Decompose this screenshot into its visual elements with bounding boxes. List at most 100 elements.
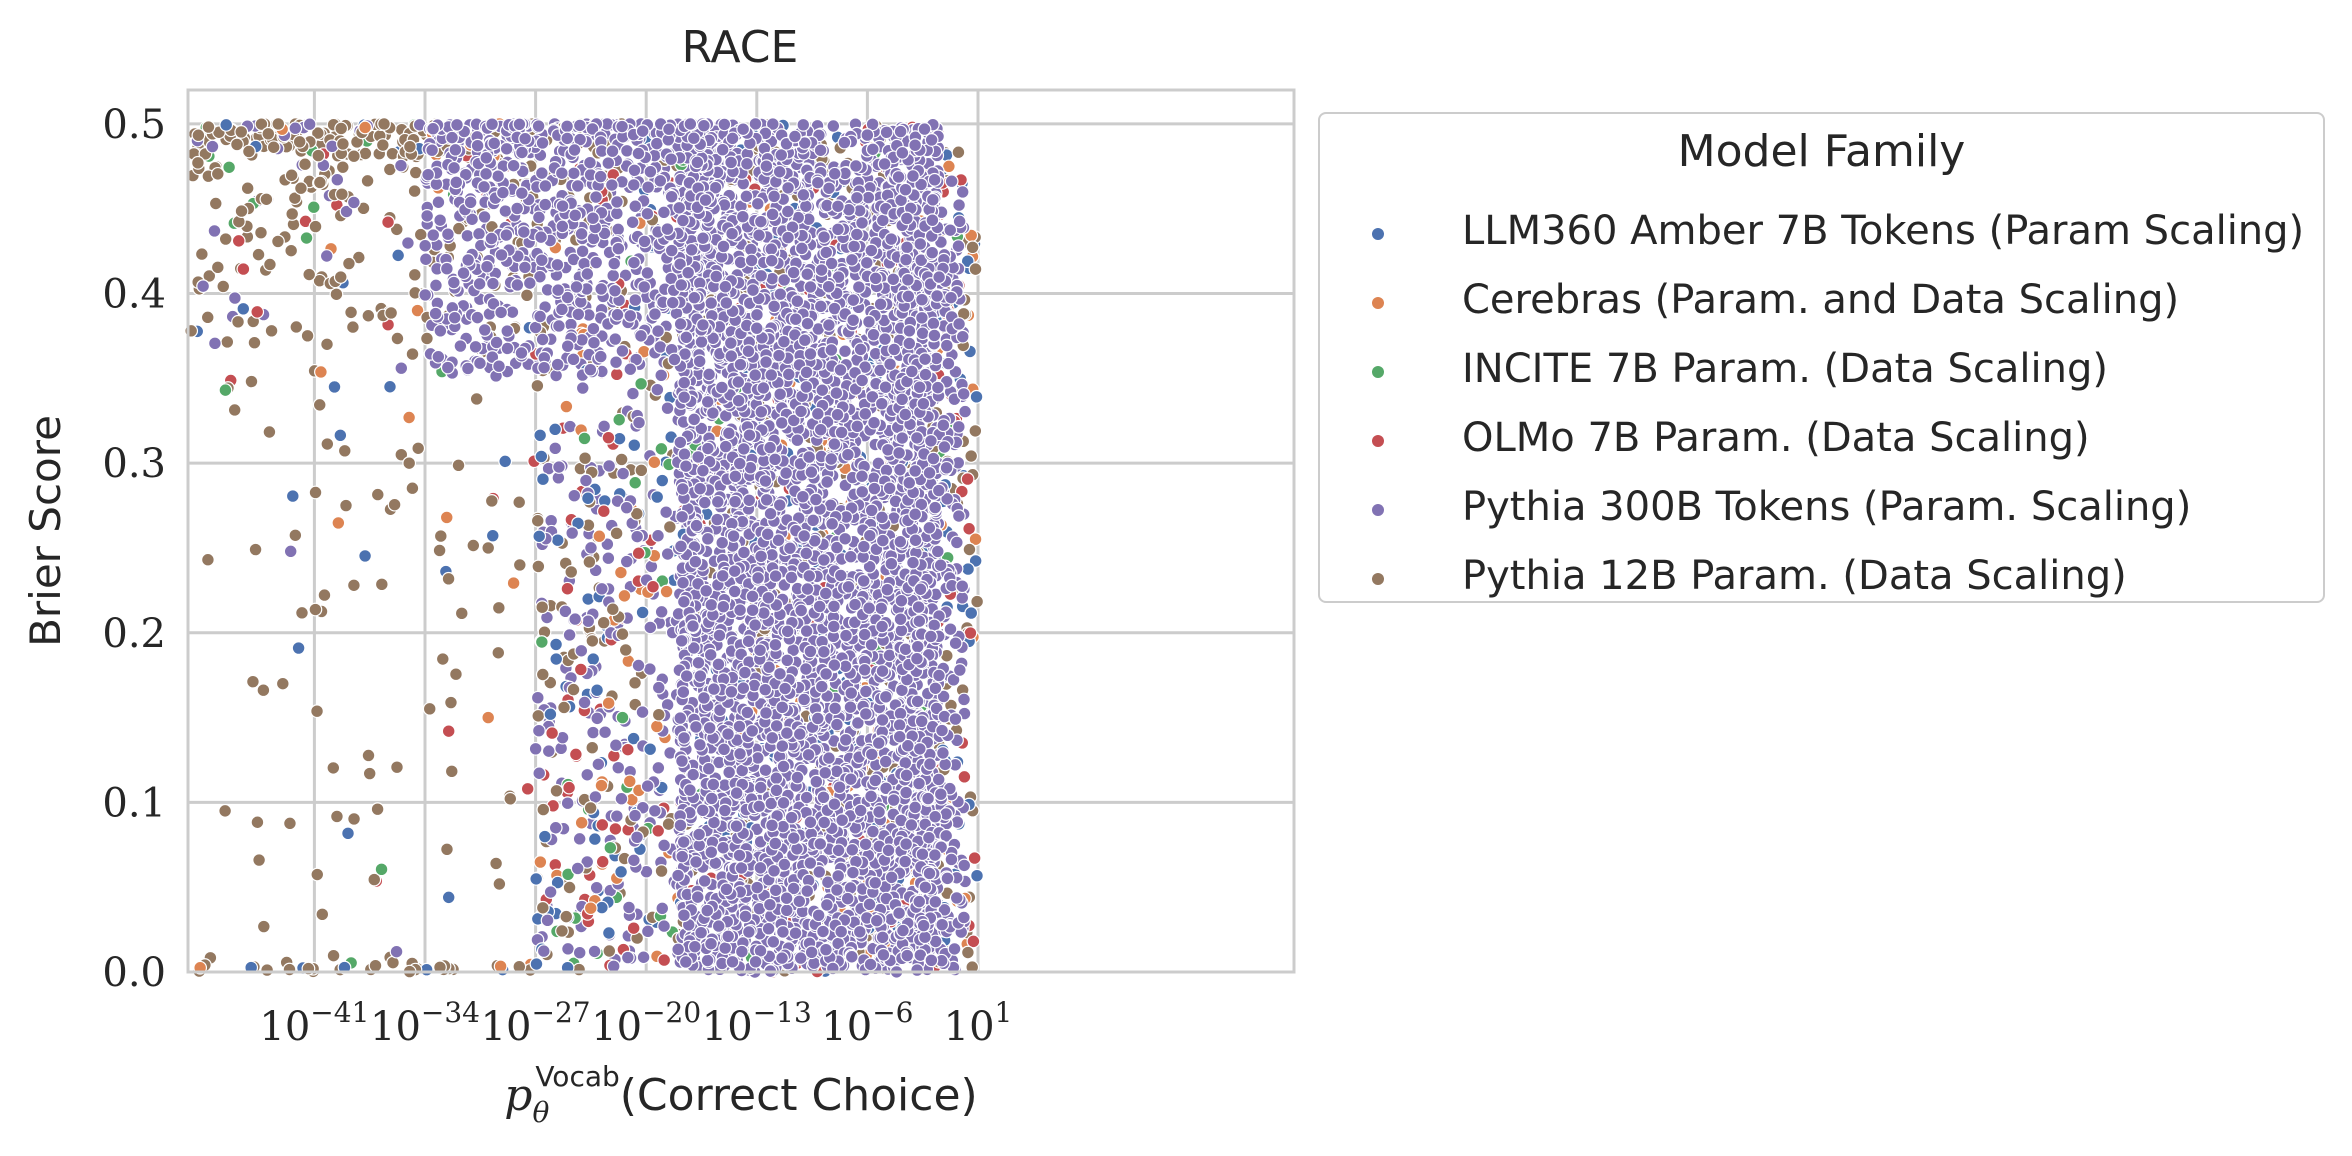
data-point <box>209 337 222 350</box>
data-point <box>320 250 333 263</box>
data-point <box>532 691 545 704</box>
data-point <box>301 330 314 343</box>
data-point <box>235 205 248 218</box>
data-point <box>570 748 583 761</box>
data-point <box>406 482 419 495</box>
data-point <box>618 590 631 603</box>
data-point <box>566 527 579 540</box>
data-point <box>335 122 348 135</box>
data-point <box>590 881 603 894</box>
data-point <box>327 949 340 962</box>
data-point <box>247 675 260 688</box>
data-point <box>591 712 604 725</box>
data-point <box>513 496 526 509</box>
data-point <box>571 862 584 875</box>
data-point <box>603 927 616 940</box>
data-point <box>531 379 544 392</box>
data-point <box>602 697 615 710</box>
data-point <box>877 214 890 227</box>
data-point <box>660 506 673 519</box>
data-point <box>587 726 600 739</box>
data-point <box>575 816 588 829</box>
data-point <box>544 708 557 721</box>
data-point <box>382 216 395 229</box>
data-point <box>628 854 641 867</box>
data-point <box>768 300 781 313</box>
data-point <box>602 552 615 565</box>
data-point <box>549 423 562 436</box>
data-point <box>343 257 356 270</box>
data-point <box>604 841 617 854</box>
data-point <box>606 603 619 616</box>
data-point <box>632 659 645 672</box>
data-point <box>598 505 611 518</box>
data-point <box>285 169 298 182</box>
data-point <box>307 201 320 214</box>
data-point <box>348 813 361 826</box>
data-point <box>201 311 214 324</box>
data-point <box>272 235 285 248</box>
data-point <box>303 118 316 131</box>
data-point <box>467 539 480 552</box>
data-point <box>267 141 280 154</box>
data-point <box>620 555 633 568</box>
data-point <box>579 452 592 465</box>
data-point <box>537 901 550 914</box>
data-point <box>581 768 594 781</box>
data-point <box>208 225 221 238</box>
data-point <box>219 805 232 818</box>
data-point <box>651 383 664 396</box>
data-point <box>652 762 665 775</box>
data-point <box>622 951 635 964</box>
data-point <box>309 486 322 499</box>
data-point <box>652 529 665 542</box>
data-point <box>635 464 648 477</box>
data-point <box>337 138 350 151</box>
data-point <box>392 249 405 262</box>
data-point <box>348 150 361 163</box>
data-point <box>231 138 244 151</box>
data-point <box>408 185 421 198</box>
data-point <box>359 550 372 563</box>
data-point <box>546 727 559 740</box>
data-point <box>969 263 982 276</box>
data-point <box>575 644 588 657</box>
data-point <box>616 628 629 641</box>
data-point <box>232 235 245 248</box>
data-point <box>582 615 595 628</box>
data-point <box>875 602 888 615</box>
data-point <box>652 708 665 721</box>
data-point <box>965 450 978 463</box>
data-point <box>549 442 562 455</box>
data-point <box>423 703 436 716</box>
data-point <box>433 544 446 557</box>
data-point <box>235 126 248 139</box>
data-point <box>544 886 557 899</box>
data-point <box>651 720 664 733</box>
data-point <box>591 684 604 697</box>
data-point <box>565 566 578 579</box>
data-point <box>284 817 297 830</box>
data-point <box>537 945 550 958</box>
data-point <box>533 724 546 737</box>
data-point <box>651 491 664 504</box>
data-point <box>450 668 463 681</box>
data-point <box>262 128 275 141</box>
data-point <box>289 529 302 542</box>
data-point <box>533 767 546 780</box>
data-point <box>964 627 977 640</box>
data-point <box>592 758 605 771</box>
data-point <box>409 269 422 282</box>
data-point <box>412 442 425 455</box>
data-point <box>534 856 547 869</box>
data-point <box>644 663 657 676</box>
data-point <box>530 873 543 886</box>
data-point <box>260 193 273 206</box>
data-point <box>633 416 646 429</box>
data-point <box>331 173 344 186</box>
data-point <box>223 161 236 174</box>
data-point <box>265 325 278 338</box>
data-point <box>553 461 566 474</box>
data-point <box>573 833 586 846</box>
data-point <box>377 139 390 152</box>
